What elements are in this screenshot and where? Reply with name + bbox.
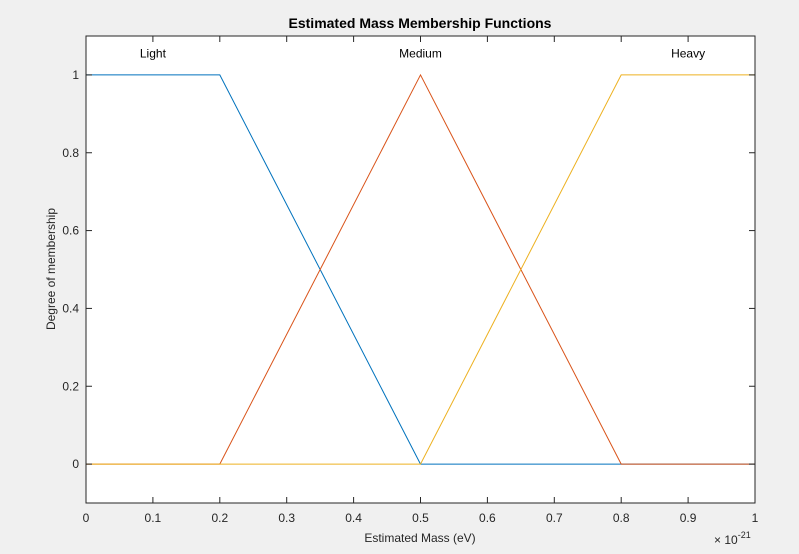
chart-title: Estimated Mass Membership Functions (289, 15, 552, 31)
series-layer (86, 73, 755, 465)
x-tick-label: 0.1 (145, 511, 162, 525)
y-tick-label: 0.2 (62, 379, 79, 393)
x-tick-label: 0.9 (680, 511, 697, 525)
x-tick-label: 1 (752, 511, 759, 525)
series-label-medium: Medium (399, 46, 442, 60)
series-label-layer: Light Medium Heavy (140, 46, 705, 60)
y-tick-layer: 0 0.2 0.4 0.6 0.8 1 (62, 68, 755, 471)
x-tick-label: 0 (83, 511, 90, 525)
x-tick-label: 0.7 (546, 511, 563, 525)
x-exponent-label: × 10-21 (714, 530, 751, 547)
x-tick-label: 0.5 (412, 511, 429, 525)
x-exponent-power: -21 (738, 530, 751, 540)
series-line-heavy (86, 74, 755, 465)
series-label-light: Light (140, 46, 167, 60)
svg-text:× 10-21: × 10-21 (714, 530, 751, 547)
series-label-heavy: Heavy (671, 46, 705, 60)
y-tick-label: 0 (72, 457, 79, 471)
x-tick-label: 0.8 (613, 511, 630, 525)
x-tick-label: 0.4 (345, 511, 362, 525)
x-tick-label: 0.2 (211, 511, 228, 525)
x-axis-label: Estimated Mass (eV) (364, 531, 475, 545)
x-tick-label: 0.6 (479, 511, 496, 525)
y-axis-label: Degree of membership (44, 208, 58, 330)
x-exponent-base: × 10 (714, 533, 738, 547)
y-tick-label: 0.4 (62, 301, 79, 315)
x-tick-layer: 0 0.1 0.2 0.3 0.4 0.5 0.6 0.7 0.8 0.9 1 (83, 36, 759, 525)
x-tick-label: 0.3 (278, 511, 295, 525)
y-tick-label: 0.8 (62, 146, 79, 160)
y-tick-label: 1 (72, 68, 79, 82)
y-tick-label: 0.6 (62, 224, 79, 238)
plot-area (86, 36, 755, 503)
